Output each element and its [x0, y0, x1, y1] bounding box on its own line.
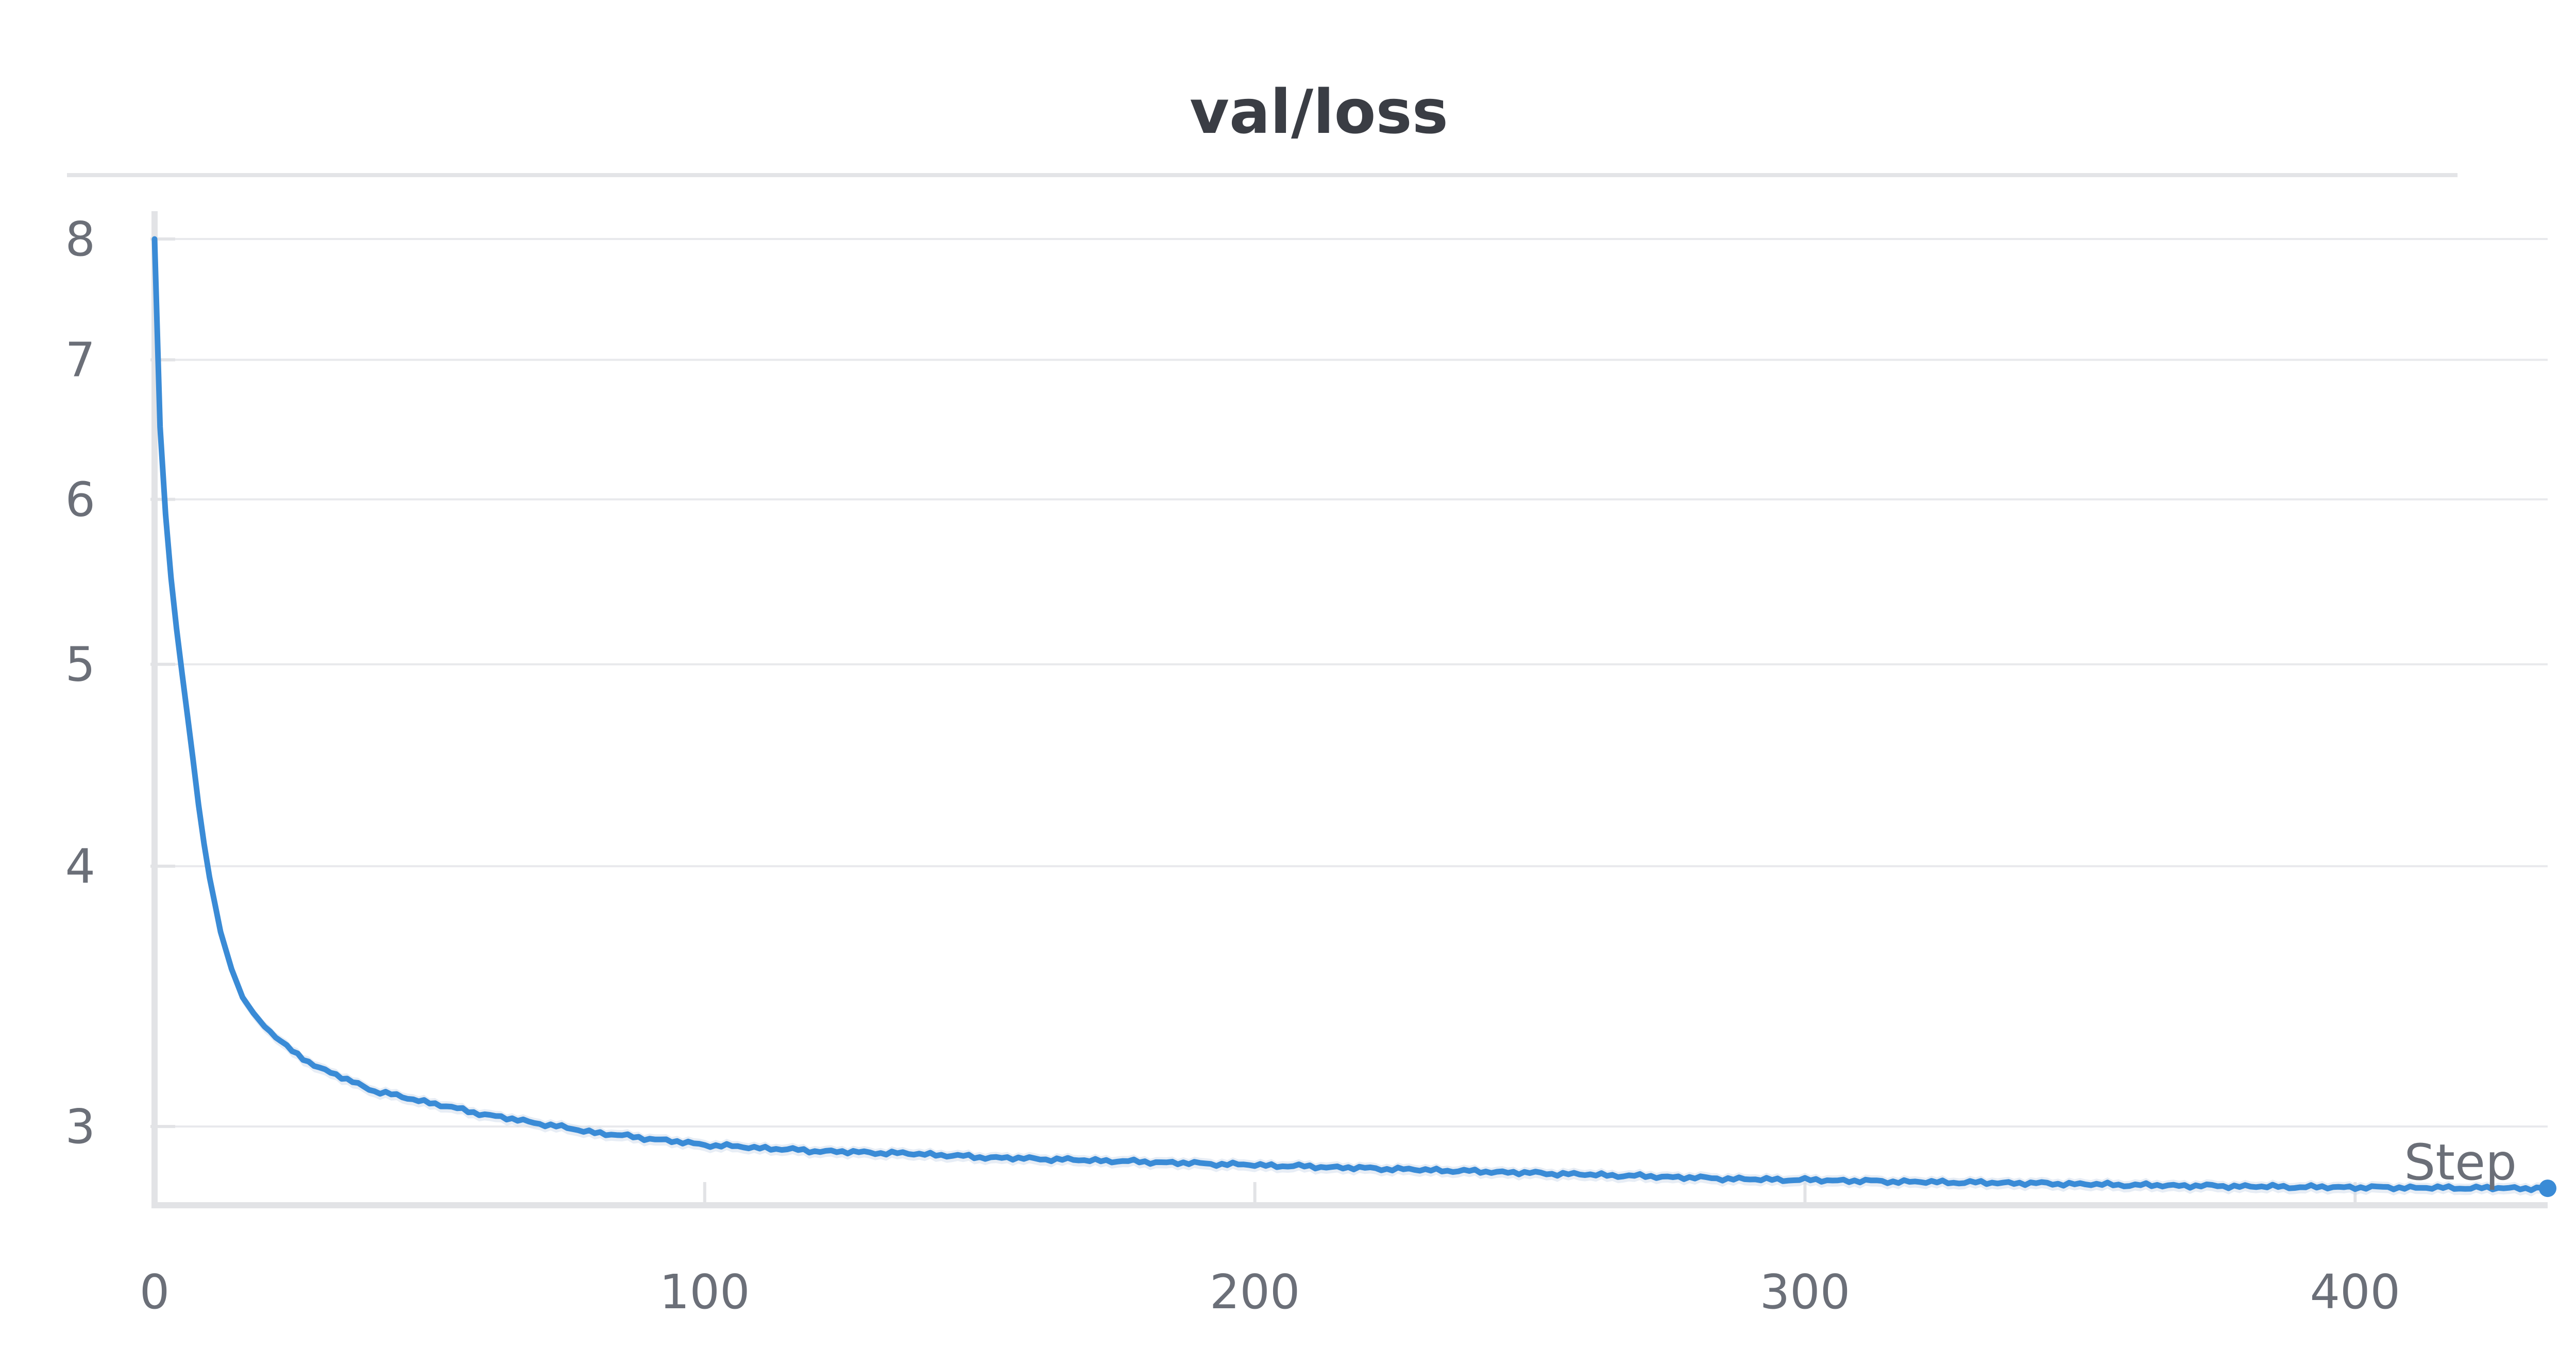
y-tick-label: 7: [65, 333, 95, 388]
x-tick-label: 300: [1760, 1264, 1851, 1320]
x-axis-label: Step: [2404, 1134, 2517, 1191]
y-tick-label: 5: [65, 637, 95, 692]
x-tick-label: 100: [659, 1264, 750, 1320]
y-tick-label: 4: [65, 839, 95, 894]
axes: [150, 211, 2548, 1208]
y-tick-label: 8: [65, 212, 95, 267]
series-layer: [151, 234, 2556, 1198]
y-tick-label: 6: [65, 472, 95, 527]
chart-title: val/loss: [1190, 76, 1448, 147]
x-tick-label: 200: [1210, 1264, 1300, 1320]
series-end-point: [2539, 1179, 2556, 1198]
grid-lines: [155, 238, 2548, 1128]
tick-labels: 3 4 5 6 7 8 0 100 200 300 400: [65, 212, 2400, 1320]
y-tick-label: 3: [65, 1099, 95, 1154]
x-tick-label: 400: [2310, 1264, 2400, 1320]
series-line: [151, 236, 2551, 1193]
series-band: [155, 234, 2548, 1196]
x-tick-label: 0: [140, 1264, 170, 1320]
